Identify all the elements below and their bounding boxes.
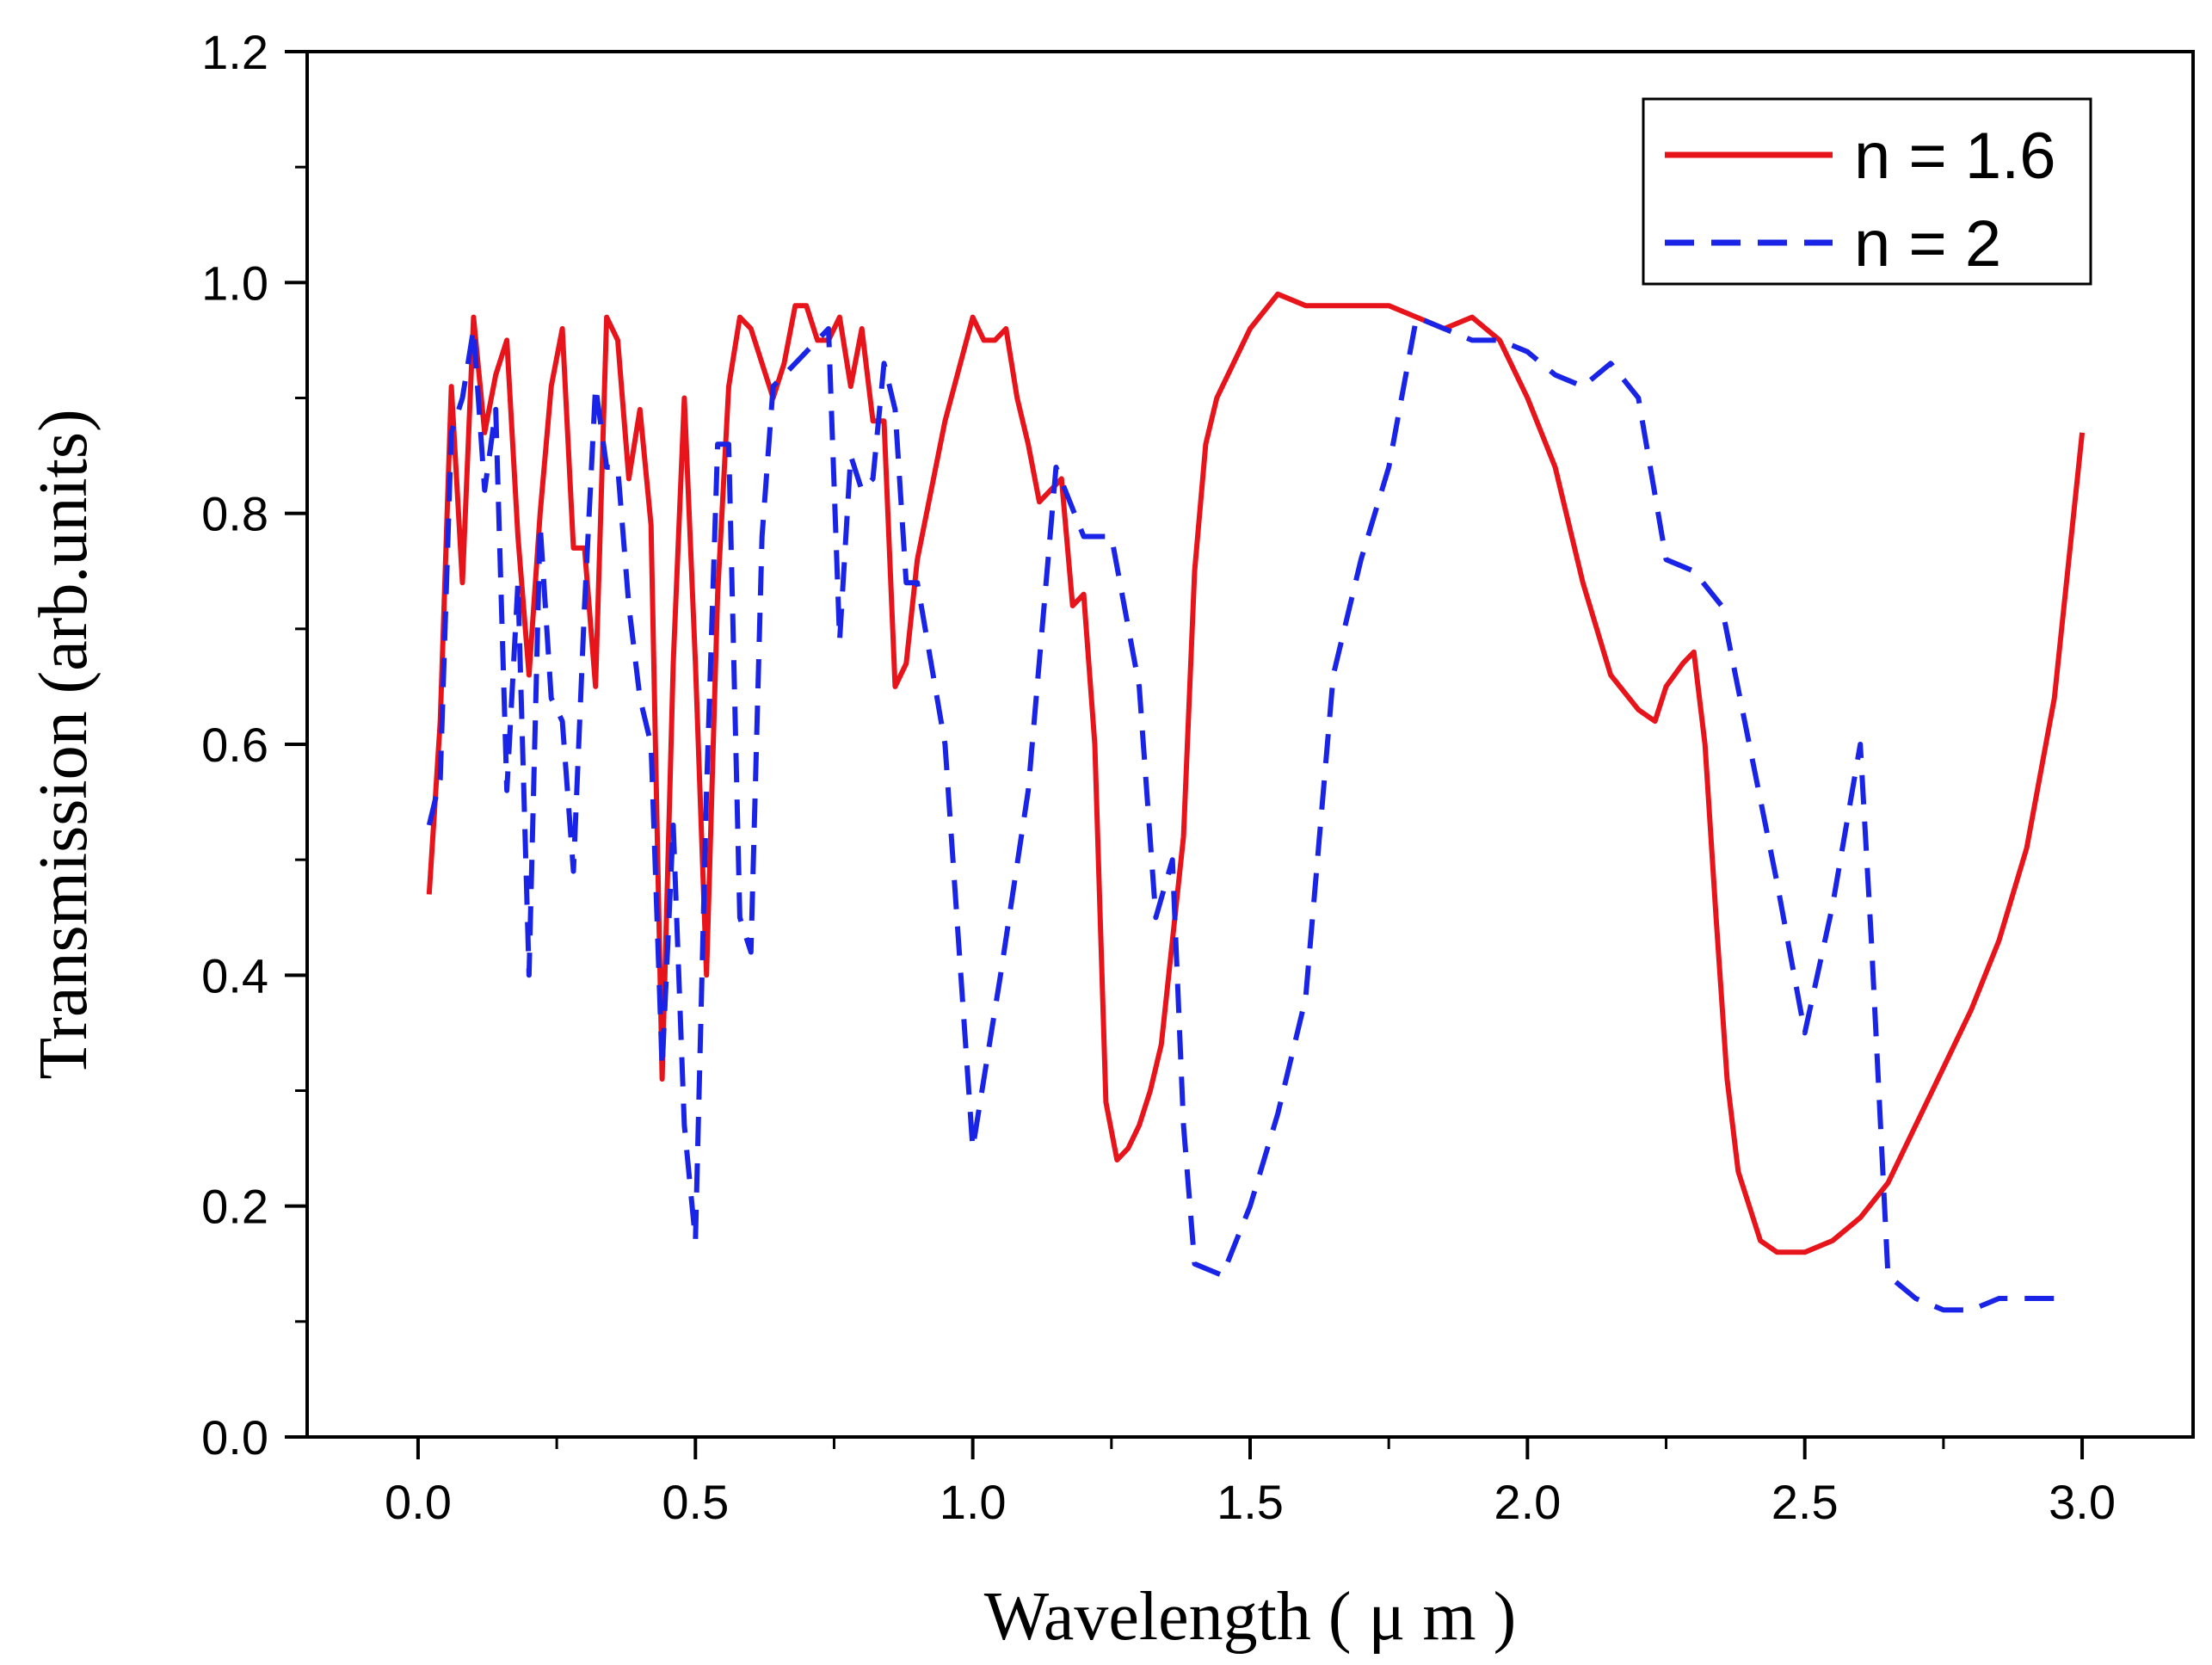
- x-tick-label: 2.0: [1494, 1475, 1561, 1529]
- legend: n = 1.6 n = 2: [1642, 97, 2092, 286]
- x-tick-label: 3.0: [2049, 1475, 2116, 1529]
- y-tick-label: 0.2: [201, 1180, 268, 1234]
- x-tick-label: 0.5: [662, 1475, 729, 1529]
- legend-label-n-2: n = 2: [1854, 207, 2001, 281]
- series-layer: [426, 291, 2086, 1313]
- y-tick-label: 0.0: [201, 1410, 268, 1465]
- y-tick-label: 0.8: [201, 487, 268, 541]
- y-tick-label: 1.2: [201, 25, 268, 79]
- series-line-n-1-6: [426, 291, 2086, 1255]
- y-tick-label: 0.6: [201, 718, 268, 772]
- series-line-n-2: [426, 314, 2055, 1313]
- x-axis-title: Wavelength ( μ m ): [984, 1579, 1516, 1655]
- x-tick-label: 1.5: [1217, 1475, 1284, 1529]
- y-axis: 0.0 0.2 0.4 0.6 0.8 1.0 1.2: [201, 25, 307, 1465]
- y-tick-label: 0.4: [201, 948, 268, 1002]
- x-axis: 0.0 0.5 1.0 1.5 2.0 2.5 3.0: [385, 1437, 2116, 1529]
- y-tick-label: 1.0: [201, 256, 268, 310]
- x-tick-label: 0.0: [385, 1475, 452, 1529]
- legend-label-n-1-6: n = 1.6: [1854, 120, 2056, 193]
- x-tick-label: 1.0: [940, 1475, 1007, 1529]
- y-axis-title: Transmission (arb.units): [26, 409, 102, 1079]
- x-tick-label: 2.5: [1771, 1475, 1839, 1529]
- legend-box: [1642, 97, 2092, 286]
